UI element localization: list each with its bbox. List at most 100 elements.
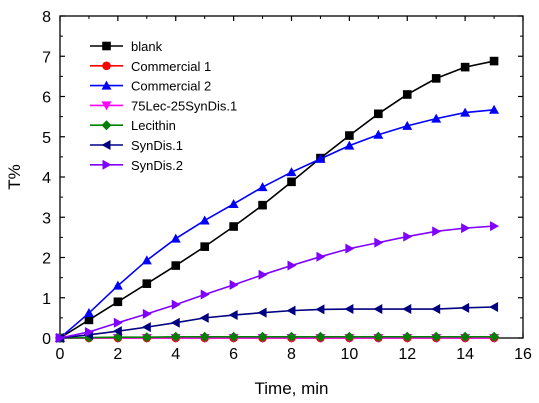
data-point [287,177,296,187]
series-commercial-2 [55,104,500,342]
data-point [460,331,471,342]
data-point [171,299,181,310]
data-point [56,333,65,343]
data-point [228,198,239,208]
legend-item: SynDis.1 [90,138,183,153]
legend-item: Commercial 1 [90,59,211,74]
data-point [113,317,123,328]
data-point [141,332,152,343]
data-point [345,131,354,140]
x-tick-label: 2 [113,346,122,363]
legend-marker [101,120,112,131]
y-tick-label: 8 [42,9,51,26]
data-point [84,326,94,337]
data-point [315,304,325,315]
legend-label: 75Lec-25SynDis.1 [131,98,237,113]
data-point [489,302,499,313]
data-point [199,312,209,323]
legend-item: Lecithin [90,118,176,133]
legend-marker [101,101,112,111]
x-tick-label: 10 [340,346,358,363]
x-tick-label: 6 [229,346,238,363]
series-syndis-2 [56,221,500,343]
legend-label: Lecithin [131,118,176,133]
series-line [59,225,495,339]
y-tick-label: 3 [42,210,51,227]
data-point [373,331,384,342]
data-point [199,331,210,342]
data-point [228,331,239,342]
data-point [84,315,94,325]
series-blank [55,56,499,343]
data-point [257,331,268,342]
data-point [373,304,383,315]
series-line [59,108,495,339]
data-point [286,167,297,177]
legend-item: 75Lec-25SynDis.1 [90,98,237,113]
series-syndis-1 [55,302,499,343]
data-point [431,331,442,342]
y-tick-label: 0 [42,331,51,348]
data-point [316,251,326,262]
data-point [460,107,471,117]
x-axis-label: Time, min [255,379,329,398]
data-point [489,104,500,114]
data-point [113,297,123,307]
data-point [344,140,355,150]
legend-label: Commercial 2 [131,79,211,94]
data-point [83,308,94,318]
data-point [344,331,355,342]
data-point [286,305,296,316]
data-point [461,223,471,234]
legend-label: SynDis.1 [131,138,183,153]
y-axis-label: T% [5,164,24,190]
legend-marker [101,140,111,150]
data-point [257,307,267,318]
data-point [170,331,181,342]
x-tick-label: 12 [398,346,416,363]
series-line [59,335,495,339]
data-point [112,326,122,337]
y-tick-label: 4 [42,170,51,187]
plot-frame [59,15,524,339]
data-point [170,317,180,328]
data-point [141,255,152,265]
data-point [373,129,384,139]
data-point [258,269,268,280]
data-point [374,237,384,248]
data-point [489,56,499,66]
data-point [287,260,297,271]
data-point [258,200,267,210]
x-tick-label: 16 [514,346,532,363]
data-point [229,222,238,231]
data-point [402,331,413,342]
x-tick-label: 8 [287,346,296,363]
legend-marker [102,41,111,51]
data-point [170,233,181,243]
data-point [142,308,152,319]
legend-label: Commercial 1 [131,59,211,74]
legend-item: blank [90,39,163,54]
data-point [142,279,152,288]
legend-marker [102,159,112,170]
data-point [402,120,413,130]
y-tick-label: 6 [42,90,51,107]
data-point [257,182,268,192]
data-point [171,261,181,270]
data-point [286,331,297,342]
data-point [229,279,239,290]
x-tick-label: 14 [456,346,474,363]
legend-marker [101,80,112,90]
y-tick-label: 2 [42,251,51,268]
data-point [460,302,470,313]
data-point [200,289,210,300]
data-point [489,331,500,342]
data-point [344,304,354,315]
data-point [460,62,470,72]
legend-marker [102,61,111,71]
data-point [403,231,413,242]
y-tick-label: 1 [42,291,51,308]
data-point [315,153,326,163]
data-point [228,310,238,321]
